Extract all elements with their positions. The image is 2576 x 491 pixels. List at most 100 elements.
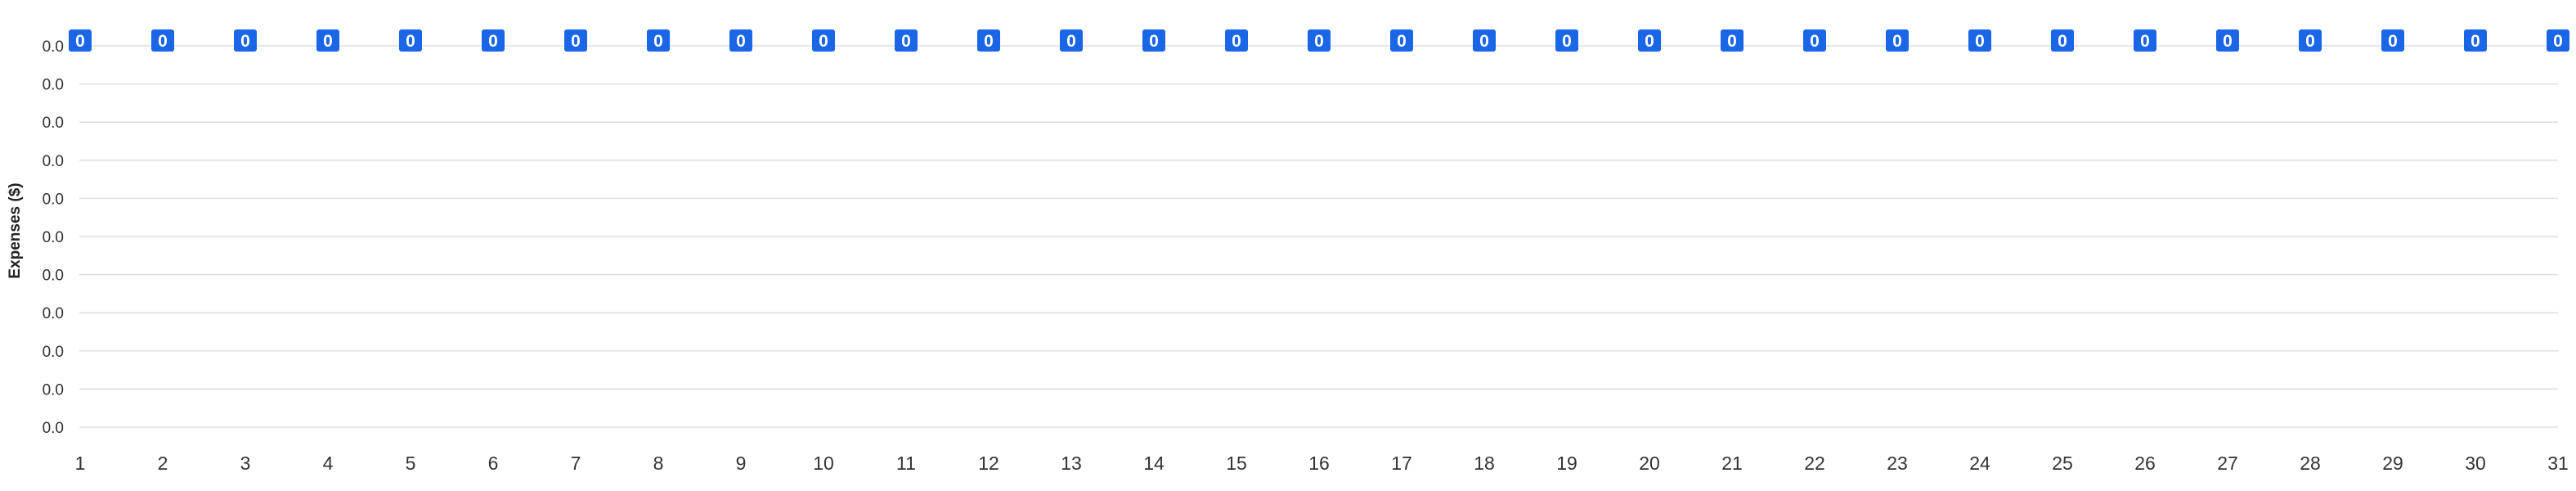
data-label: 0: [234, 29, 257, 52]
data-label: 0: [1225, 29, 1248, 52]
data-label-background: [1803, 29, 1826, 52]
data-label-text: 0: [1232, 32, 1241, 51]
y-tick-label: 0.0: [43, 381, 64, 399]
data-label-background: [895, 29, 918, 52]
data-label-text: 0: [1645, 32, 1654, 51]
data-label: 0: [2464, 29, 2487, 52]
x-tick-label: 29: [2382, 453, 2403, 474]
y-tick-label: 0.0: [43, 191, 64, 208]
y-axis-label: Expenses ($): [7, 182, 24, 278]
data-label: 0: [69, 29, 92, 52]
x-tick-label: 21: [1721, 453, 1743, 474]
data-label: 0: [1886, 29, 1909, 52]
data-label-text: 0: [1892, 32, 1902, 51]
data-label-background: [1390, 29, 1413, 52]
data-label: 0: [1060, 29, 1083, 52]
data-label: 0: [1638, 29, 1661, 52]
y-tick-label: 0.0: [43, 229, 64, 246]
x-axis-ticks: 1 2 3 4 5 6 7 8 9 10 11 12 13 14 15 16 17 18 19 20 21 22 23 24 2…: [75, 453, 2569, 474]
x-tick-label: 23: [1887, 453, 1908, 474]
data-label-background: [69, 29, 92, 52]
data-label: 0: [151, 29, 174, 52]
y-axis-ticks: 0.0 0.0 0.0 0.0 0.0 0.0 0.0 0.0 0.0 0.0 0.0: [43, 38, 64, 437]
data-label: 0: [564, 29, 587, 52]
data-label-background: [1721, 29, 1744, 52]
data-label: 0: [399, 29, 422, 52]
data-label: 0: [2381, 29, 2404, 52]
data-label-text: 0: [1810, 32, 1820, 51]
x-tick-label: 17: [1391, 453, 1412, 474]
data-label-background: [1886, 29, 1909, 52]
data-label-background: [1473, 29, 1496, 52]
data-label: 0: [729, 29, 752, 52]
data-label-text: 0: [1975, 32, 1985, 51]
x-tick-label: 15: [1226, 453, 1247, 474]
data-label-text: 0: [2553, 32, 2563, 51]
x-tick-label: 27: [2217, 453, 2238, 474]
data-label: 0: [1721, 29, 1744, 52]
data-label: 0: [977, 29, 1000, 52]
data-label-text: 0: [2223, 32, 2233, 51]
x-tick-label: 28: [2300, 453, 2321, 474]
data-label: 0: [1308, 29, 1331, 52]
y-tick-label: 0.0: [43, 344, 64, 361]
data-label-text: 0: [2058, 32, 2067, 51]
data-label-text: 0: [1149, 32, 1159, 51]
x-tick-label: 25: [2052, 453, 2073, 474]
y-tick-label: 0.0: [43, 38, 64, 56]
y-tick-label: 0.0: [43, 77, 64, 94]
data-label-background: [482, 29, 505, 52]
data-label: 0: [895, 29, 918, 52]
data-label-background: [2381, 29, 2404, 52]
data-label: 0: [1555, 29, 1578, 52]
data-label-text: 0: [488, 32, 498, 51]
data-label-background: [2464, 29, 2487, 52]
data-label-background: [1308, 29, 1331, 52]
data-label-background: [564, 29, 587, 52]
x-tick-label: 2: [158, 453, 168, 474]
x-tick-label: 20: [1639, 453, 1660, 474]
x-tick-label: 12: [978, 453, 999, 474]
data-label: 0: [2547, 29, 2569, 52]
x-tick-label: 19: [1556, 453, 1577, 474]
data-label-background: [2134, 29, 2156, 52]
x-tick-label: 5: [406, 453, 416, 474]
data-label: 0: [1142, 29, 1165, 52]
data-label-text: 0: [2388, 32, 2398, 51]
y-tick-label: 0.0: [43, 420, 64, 437]
data-label: 0: [2051, 29, 2074, 52]
x-tick-label: 11: [896, 453, 916, 474]
data-label-text: 0: [2471, 32, 2480, 51]
x-tick-label: 1: [75, 453, 86, 474]
y-tick-label: 0.0: [43, 268, 64, 285]
x-tick-label: 24: [1969, 453, 1990, 474]
data-label-text: 0: [1066, 32, 1076, 51]
data-label-background: [316, 29, 339, 52]
data-label-background: [2299, 29, 2322, 52]
data-label: 0: [1803, 29, 1826, 52]
x-tick-label: 16: [1308, 453, 1330, 474]
data-label: 0: [482, 29, 505, 52]
data-label-text: 0: [819, 32, 828, 51]
data-label-background: [1555, 29, 1578, 52]
x-tick-label: 26: [2134, 453, 2156, 474]
data-label-text: 0: [2140, 32, 2150, 51]
data-label-background: [234, 29, 257, 52]
data-label-background: [2216, 29, 2239, 52]
data-label-text: 0: [2305, 32, 2315, 51]
data-labels: 0 0 0 0 0 0 0 0 0 0 0 0 0 0 0 0 0 0 0 0 0 0 0 0 0 0 0 0 0 0 0: [69, 29, 2569, 52]
data-label-text: 0: [984, 32, 994, 51]
data-label-background: [729, 29, 752, 52]
data-label-background: [1142, 29, 1165, 52]
y-tick-label: 0.0: [43, 115, 64, 132]
data-label-background: [1225, 29, 1248, 52]
data-label: 0: [812, 29, 835, 52]
data-label: 0: [316, 29, 339, 52]
x-tick-label: 31: [2547, 453, 2569, 474]
data-label-background: [977, 29, 1000, 52]
data-label-text: 0: [406, 32, 415, 51]
data-label: 0: [647, 29, 670, 52]
data-label-text: 0: [1727, 32, 1737, 51]
